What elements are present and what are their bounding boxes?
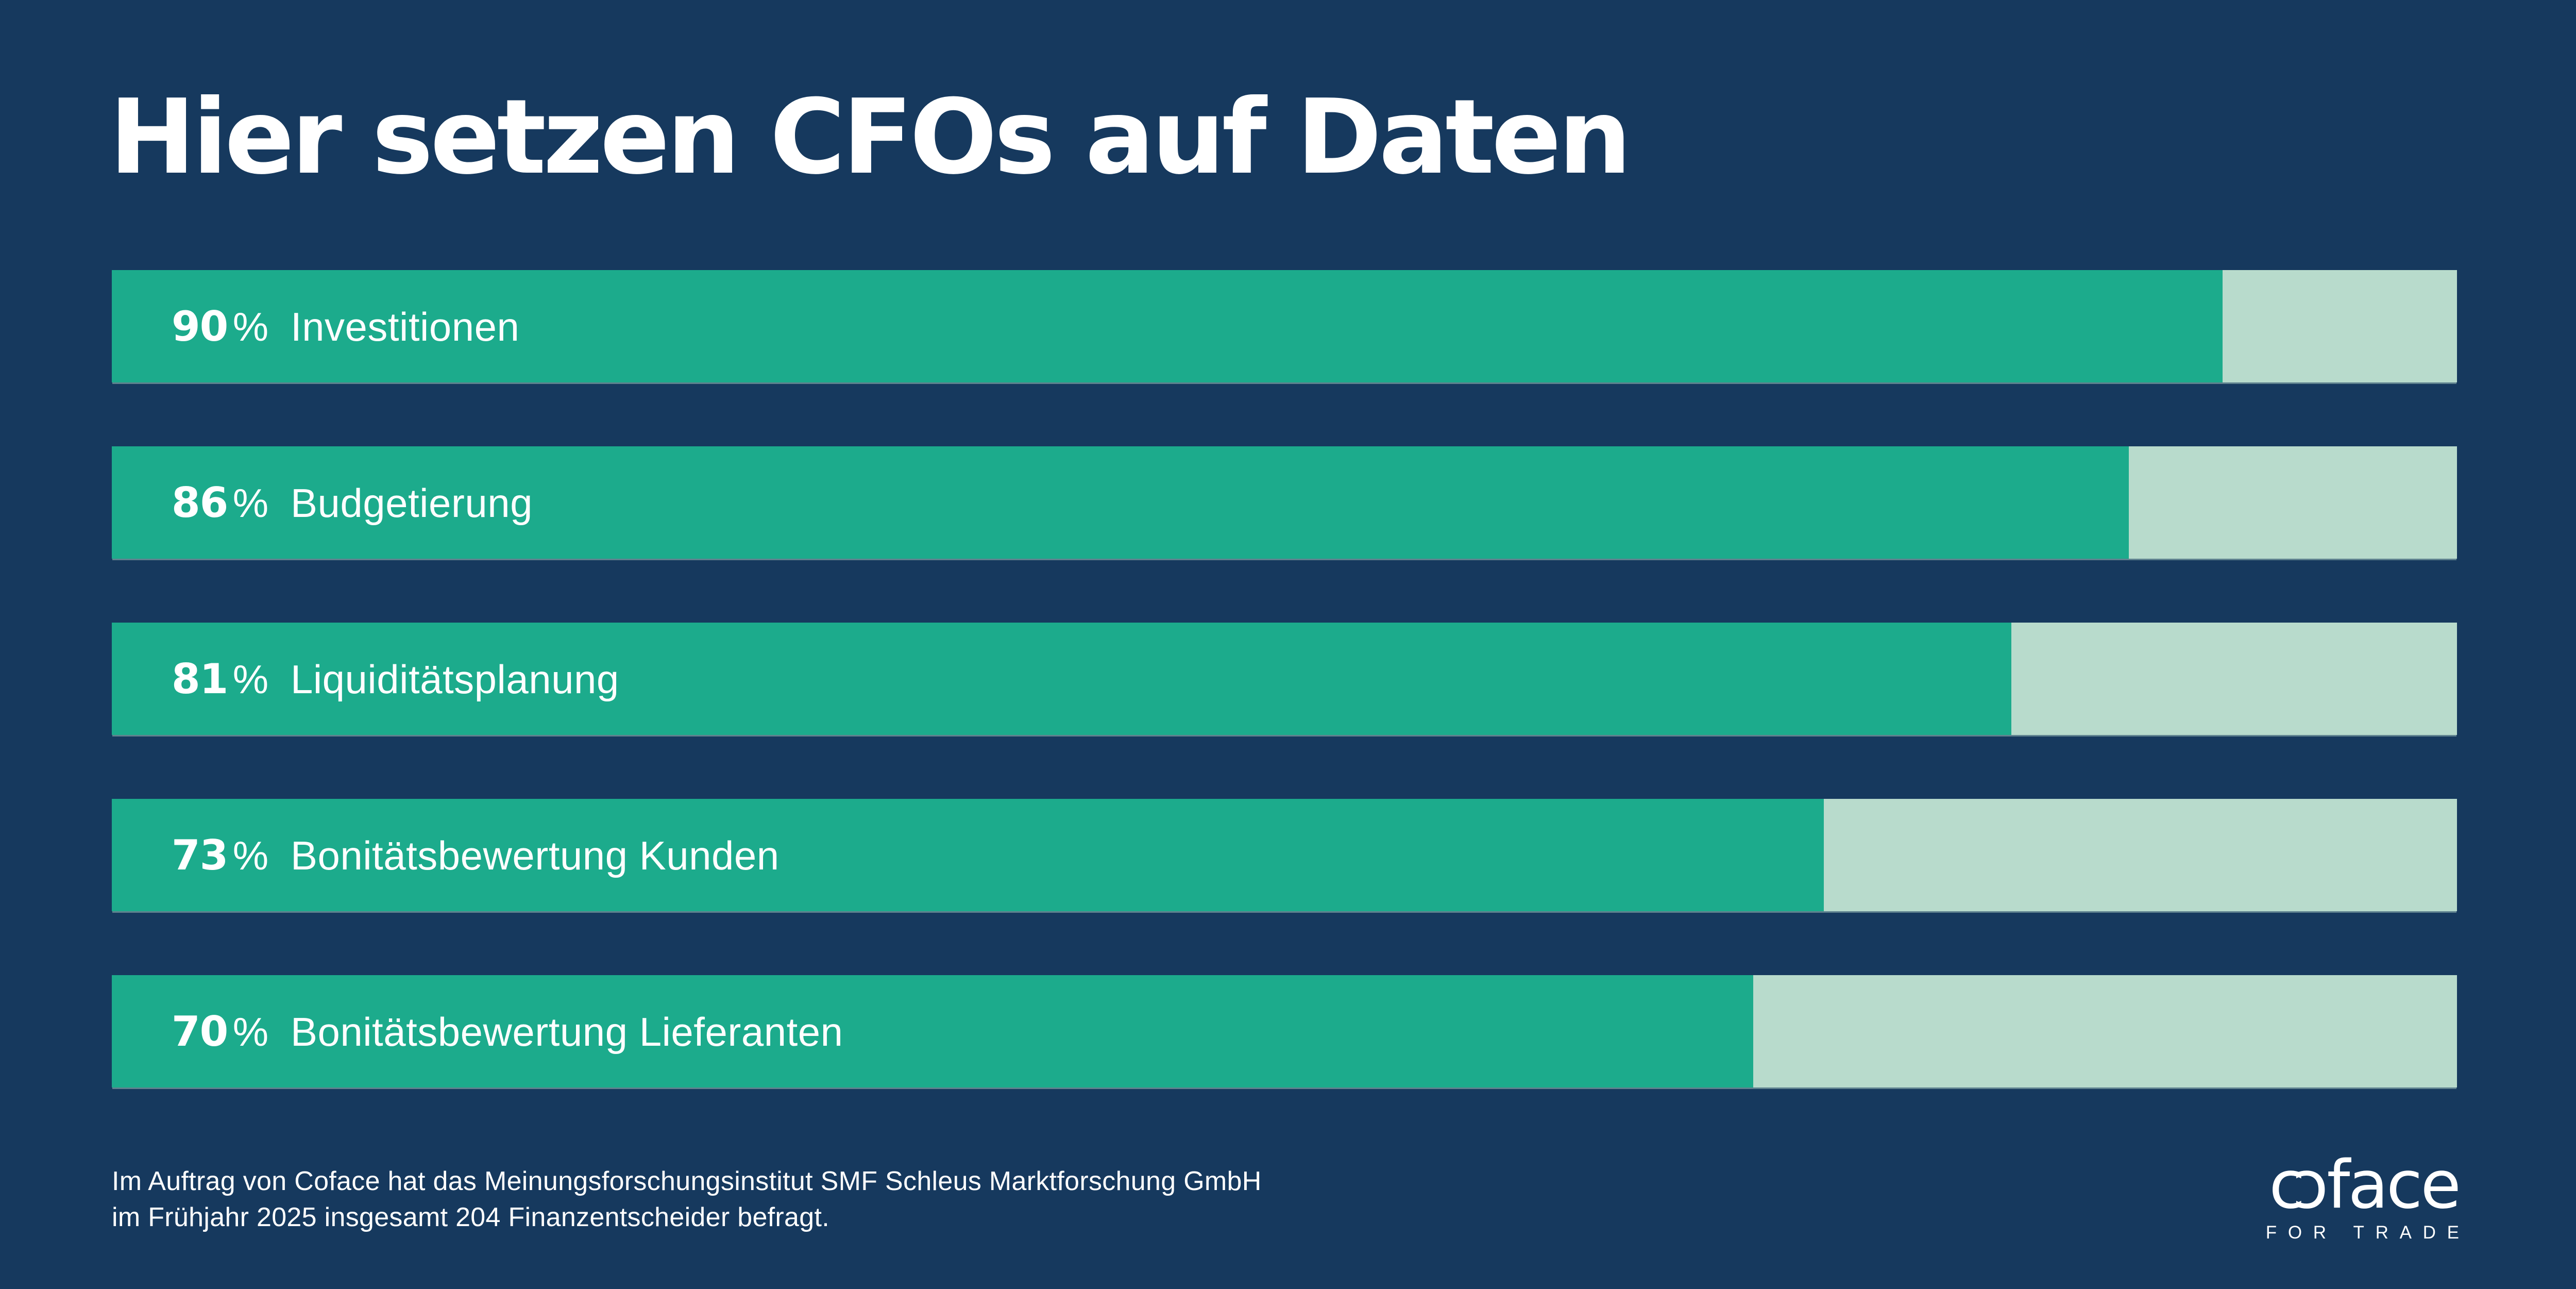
coface-logo: ccface FOR TRADE (2266, 1147, 2461, 1243)
bar-label-group: 70 % Bonitätsbewertung Lieferanten (112, 1008, 843, 1056)
bar-fill: 73 % Bonitätsbewertung Kunden (112, 799, 1824, 911)
bar-unit: % (232, 1009, 269, 1054)
bar-label-group: 90 % Investitionen (112, 303, 519, 350)
source-note-line2: im Frühjahr 2025 insgesamt 204 Finanzent… (112, 1202, 829, 1232)
bar-value: 86 (172, 478, 228, 527)
bar-fill: 86 % Budgetierung (112, 446, 2129, 559)
bar-value: 90 (172, 302, 228, 350)
bar-label-group: 81 % Liquiditätsplanung (112, 655, 619, 703)
coface-tagline: FOR TRADE (2265, 1223, 2470, 1243)
bar-unit: % (232, 656, 269, 702)
bar-chart: 90 % Investitionen 86 % Budgetierung 81 … (112, 270, 2457, 1151)
bar-row: 90 % Investitionen (112, 270, 2457, 382)
page-title: Hier setzen CFOs auf Daten (109, 77, 1632, 197)
coface-wordmark: ccface (2269, 1147, 2461, 1224)
bar-unit: % (232, 304, 269, 349)
bar-value: 70 (172, 1007, 228, 1056)
source-note-line1: Im Auftrag von Coface hat das Meinungsfo… (112, 1166, 1262, 1196)
bar-fill: 70 % Bonitätsbewertung Lieferanten (112, 975, 1754, 1087)
bar-row: 70 % Bonitätsbewertung Lieferanten (112, 975, 2457, 1087)
bar-value: 73 (172, 831, 228, 879)
bar-label-group: 73 % Bonitätsbewertung Kunden (112, 831, 779, 879)
bar-category-label: Bonitätsbewertung Lieferanten (290, 1009, 843, 1054)
bar-category-label: Bonitätsbewertung Kunden (290, 832, 779, 878)
bar-category-label: Liquiditätsplanung (290, 656, 619, 702)
bar-value: 81 (172, 655, 228, 703)
bar-row: 73 % Bonitätsbewertung Kunden (112, 799, 2457, 911)
bar-label-group: 86 % Budgetierung (112, 479, 533, 527)
bar-row: 86 % Budgetierung (112, 446, 2457, 559)
bar-category-label: Budgetierung (290, 480, 533, 526)
bar-unit: % (232, 480, 269, 526)
bar-fill: 90 % Investitionen (112, 270, 2223, 382)
source-note: Im Auftrag von Coface hat das Meinungsfo… (112, 1164, 1262, 1235)
bar-fill: 81 % Liquiditätsplanung (112, 623, 2012, 735)
bar-category-label: Investitionen (290, 304, 520, 349)
bar-row: 81 % Liquiditätsplanung (112, 623, 2457, 735)
bar-unit: % (232, 832, 269, 878)
